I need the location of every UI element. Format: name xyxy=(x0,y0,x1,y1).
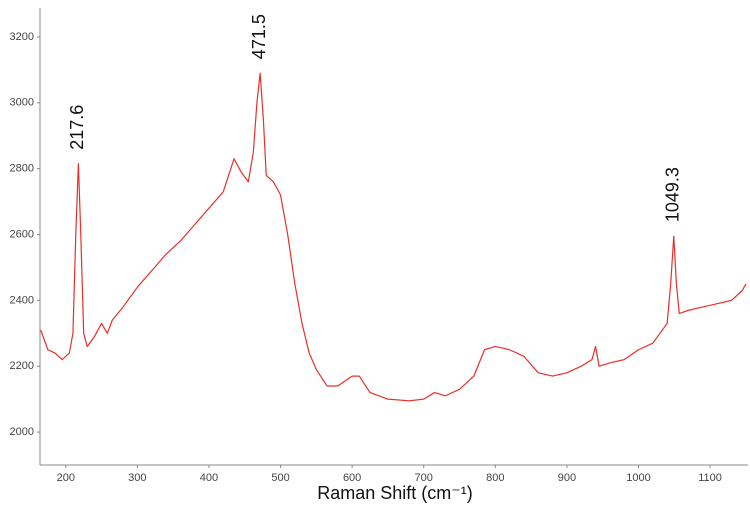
x-tick-label: 800 xyxy=(486,472,504,484)
y-tick-label: 3200 xyxy=(10,31,34,43)
y-tick-label: 3000 xyxy=(10,97,34,109)
x-tick-label: 200 xyxy=(57,472,75,484)
x-tick-label: 300 xyxy=(128,472,146,484)
x-tick-label: 600 xyxy=(343,472,361,484)
x-tick-label: 700 xyxy=(415,472,433,484)
y-tick-label: 2800 xyxy=(10,163,34,175)
y-tick-label: 2400 xyxy=(10,294,34,306)
spectrum-line xyxy=(40,72,747,402)
peak-label: 471.5 xyxy=(249,14,269,59)
x-tick-label: 900 xyxy=(558,472,576,484)
peak-label: 1049.3 xyxy=(663,167,683,222)
x-tick-label: 400 xyxy=(200,472,218,484)
x-tick-label: 1000 xyxy=(626,472,650,484)
peak-label: 217.6 xyxy=(67,105,87,150)
y-tick-label: 2600 xyxy=(10,228,34,240)
y-tick-label: 2200 xyxy=(10,360,34,372)
x-tick-label: 1100 xyxy=(698,472,722,484)
x-tick-label: 500 xyxy=(271,472,289,484)
x-axis-label: Raman Shift (cm⁻¹) xyxy=(317,483,473,503)
y-tick-label: 2000 xyxy=(10,426,34,438)
